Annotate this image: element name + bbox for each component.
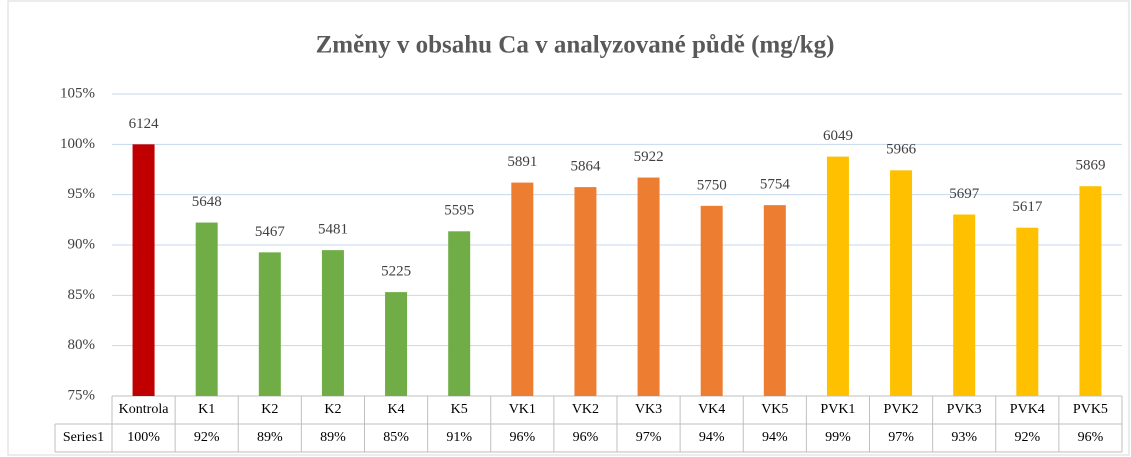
data-label: 5481 bbox=[318, 222, 348, 238]
y-tick-label: 100% bbox=[60, 136, 95, 152]
table-value: 85% bbox=[383, 430, 409, 445]
data-label: 5595 bbox=[444, 203, 474, 219]
bar bbox=[700, 205, 723, 396]
data-label: 5754 bbox=[760, 177, 791, 193]
x-tick-label: K2 bbox=[324, 402, 341, 417]
x-tick-label: K1 bbox=[198, 402, 215, 417]
data-label: 5648 bbox=[192, 194, 222, 210]
y-tick-label: 85% bbox=[68, 287, 96, 303]
x-tick-label: PVK3 bbox=[947, 402, 982, 417]
bar bbox=[637, 177, 660, 396]
y-tick-label: 80% bbox=[68, 337, 96, 353]
data-label: 6049 bbox=[823, 128, 853, 144]
table-value: 91% bbox=[446, 430, 472, 445]
chart-title: Změny v obsahu Ca v analyzované půdě (mg… bbox=[316, 32, 835, 59]
bar bbox=[763, 205, 786, 396]
table-value: 99% bbox=[825, 430, 851, 445]
data-label: 5617 bbox=[1012, 199, 1043, 215]
table-value: 92% bbox=[194, 430, 220, 445]
x-tick-label: K4 bbox=[388, 402, 405, 417]
table-value: 96% bbox=[1078, 430, 1104, 445]
y-tick-label: 95% bbox=[68, 186, 96, 202]
data-label: 6124 bbox=[129, 116, 160, 132]
bar bbox=[195, 222, 218, 396]
x-tick-label: PVK2 bbox=[884, 402, 919, 417]
data-label: 5864 bbox=[570, 159, 601, 175]
x-tick-label: PVK1 bbox=[820, 402, 855, 417]
x-tick-label: VK4 bbox=[698, 402, 725, 417]
table-value: 97% bbox=[636, 430, 662, 445]
data-label: 5467 bbox=[255, 224, 286, 240]
bar bbox=[1016, 227, 1039, 396]
y-tick-label: 75% bbox=[68, 387, 96, 403]
table-value: 92% bbox=[1014, 430, 1040, 445]
table-value: 94% bbox=[762, 430, 788, 445]
data-label: 5225 bbox=[381, 264, 411, 280]
bar bbox=[890, 170, 913, 396]
bar bbox=[132, 144, 155, 396]
table-value: 100% bbox=[127, 430, 160, 445]
y-tick-label: 90% bbox=[68, 236, 96, 252]
table-value: 89% bbox=[257, 430, 283, 445]
series-name: Series1 bbox=[63, 430, 104, 445]
bar bbox=[574, 187, 597, 396]
data-label: 5869 bbox=[1075, 158, 1105, 174]
chart-border bbox=[7, 0, 1130, 456]
table-value: 96% bbox=[573, 430, 599, 445]
data-label: 5750 bbox=[697, 177, 727, 193]
x-tick-label: K2 bbox=[261, 402, 278, 417]
bar bbox=[321, 250, 344, 396]
x-tick-label: VK3 bbox=[635, 402, 662, 417]
x-tick-label: K5 bbox=[451, 402, 468, 417]
table-value: 97% bbox=[888, 430, 914, 445]
bar bbox=[258, 252, 281, 396]
data-label: 5922 bbox=[634, 149, 664, 165]
bar bbox=[826, 156, 849, 396]
data-label: 5891 bbox=[507, 154, 537, 170]
bar bbox=[1079, 186, 1102, 396]
x-tick-label: VK5 bbox=[761, 402, 788, 417]
table-value: 93% bbox=[951, 430, 977, 445]
x-tick-label: VK1 bbox=[509, 402, 536, 417]
x-tick-label: PVK5 bbox=[1073, 402, 1108, 417]
x-tick-label: Kontrola bbox=[119, 402, 170, 417]
bar bbox=[448, 231, 471, 396]
table-value: 89% bbox=[320, 430, 346, 445]
x-tick-label: PVK4 bbox=[1010, 402, 1045, 417]
y-tick-label: 105% bbox=[60, 85, 95, 101]
bar bbox=[511, 182, 534, 396]
bar bbox=[385, 292, 408, 396]
table-value: 94% bbox=[699, 430, 725, 445]
table-value: 96% bbox=[509, 430, 535, 445]
data-label: 5697 bbox=[949, 186, 980, 202]
bar bbox=[953, 214, 976, 396]
data-label: 5966 bbox=[886, 142, 917, 158]
x-tick-label: VK2 bbox=[572, 402, 599, 417]
